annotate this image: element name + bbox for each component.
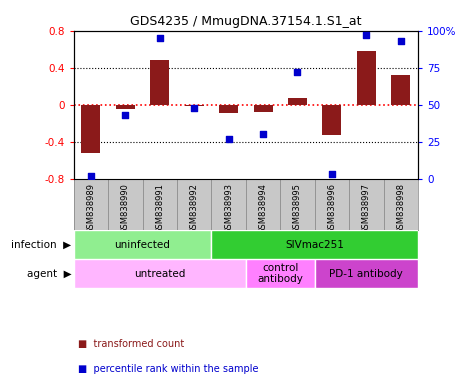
Bar (219, 105, 238, 113)
Bar (288, 98, 307, 105)
Point (294, 69, 301, 75)
Text: GSM838993: GSM838993 (224, 183, 233, 234)
Text: infection  ▶: infection ▶ (11, 240, 71, 250)
Bar (185, 105, 204, 106)
Text: untreated: untreated (134, 268, 185, 279)
Text: GSM838997: GSM838997 (362, 183, 371, 234)
Point (87, 172, 95, 179)
Bar (81, 105, 100, 153)
Text: PD-1 antibody: PD-1 antibody (330, 268, 403, 279)
Point (362, 32, 370, 38)
Bar (357, 51, 376, 105)
Text: GSM838989: GSM838989 (86, 183, 95, 234)
Text: GSM838990: GSM838990 (121, 183, 130, 233)
Text: ■  percentile rank within the sample: ■ percentile rank within the sample (78, 364, 259, 374)
Point (397, 38, 405, 44)
Text: GSM838996: GSM838996 (327, 183, 336, 234)
Text: agent  ▶: agent ▶ (27, 268, 71, 279)
Text: GSM838992: GSM838992 (190, 183, 199, 233)
Text: ■  transformed count: ■ transformed count (78, 339, 185, 349)
Text: GSM838995: GSM838995 (293, 183, 302, 233)
Text: uninfected: uninfected (114, 240, 171, 250)
Bar (323, 105, 342, 135)
Bar (211, 230, 418, 259)
Bar (74, 230, 211, 259)
Bar (150, 60, 169, 105)
Text: control
antibody: control antibody (257, 263, 303, 285)
Point (190, 104, 198, 111)
Point (225, 136, 232, 142)
Bar (391, 75, 410, 105)
Text: GSM838994: GSM838994 (258, 183, 267, 233)
Point (328, 171, 336, 177)
Point (259, 131, 267, 137)
Bar (246, 259, 314, 288)
Point (156, 35, 163, 41)
Text: GSM838991: GSM838991 (155, 183, 164, 233)
Title: GDS4235 / MmugDNA.37154.1.S1_at: GDS4235 / MmugDNA.37154.1.S1_at (130, 15, 361, 28)
Bar (254, 105, 273, 112)
Text: GSM838998: GSM838998 (396, 183, 405, 234)
Text: SIVmac251: SIVmac251 (285, 240, 344, 250)
Bar (74, 259, 246, 288)
Bar (314, 259, 418, 288)
Point (122, 112, 129, 118)
Bar (116, 105, 135, 109)
